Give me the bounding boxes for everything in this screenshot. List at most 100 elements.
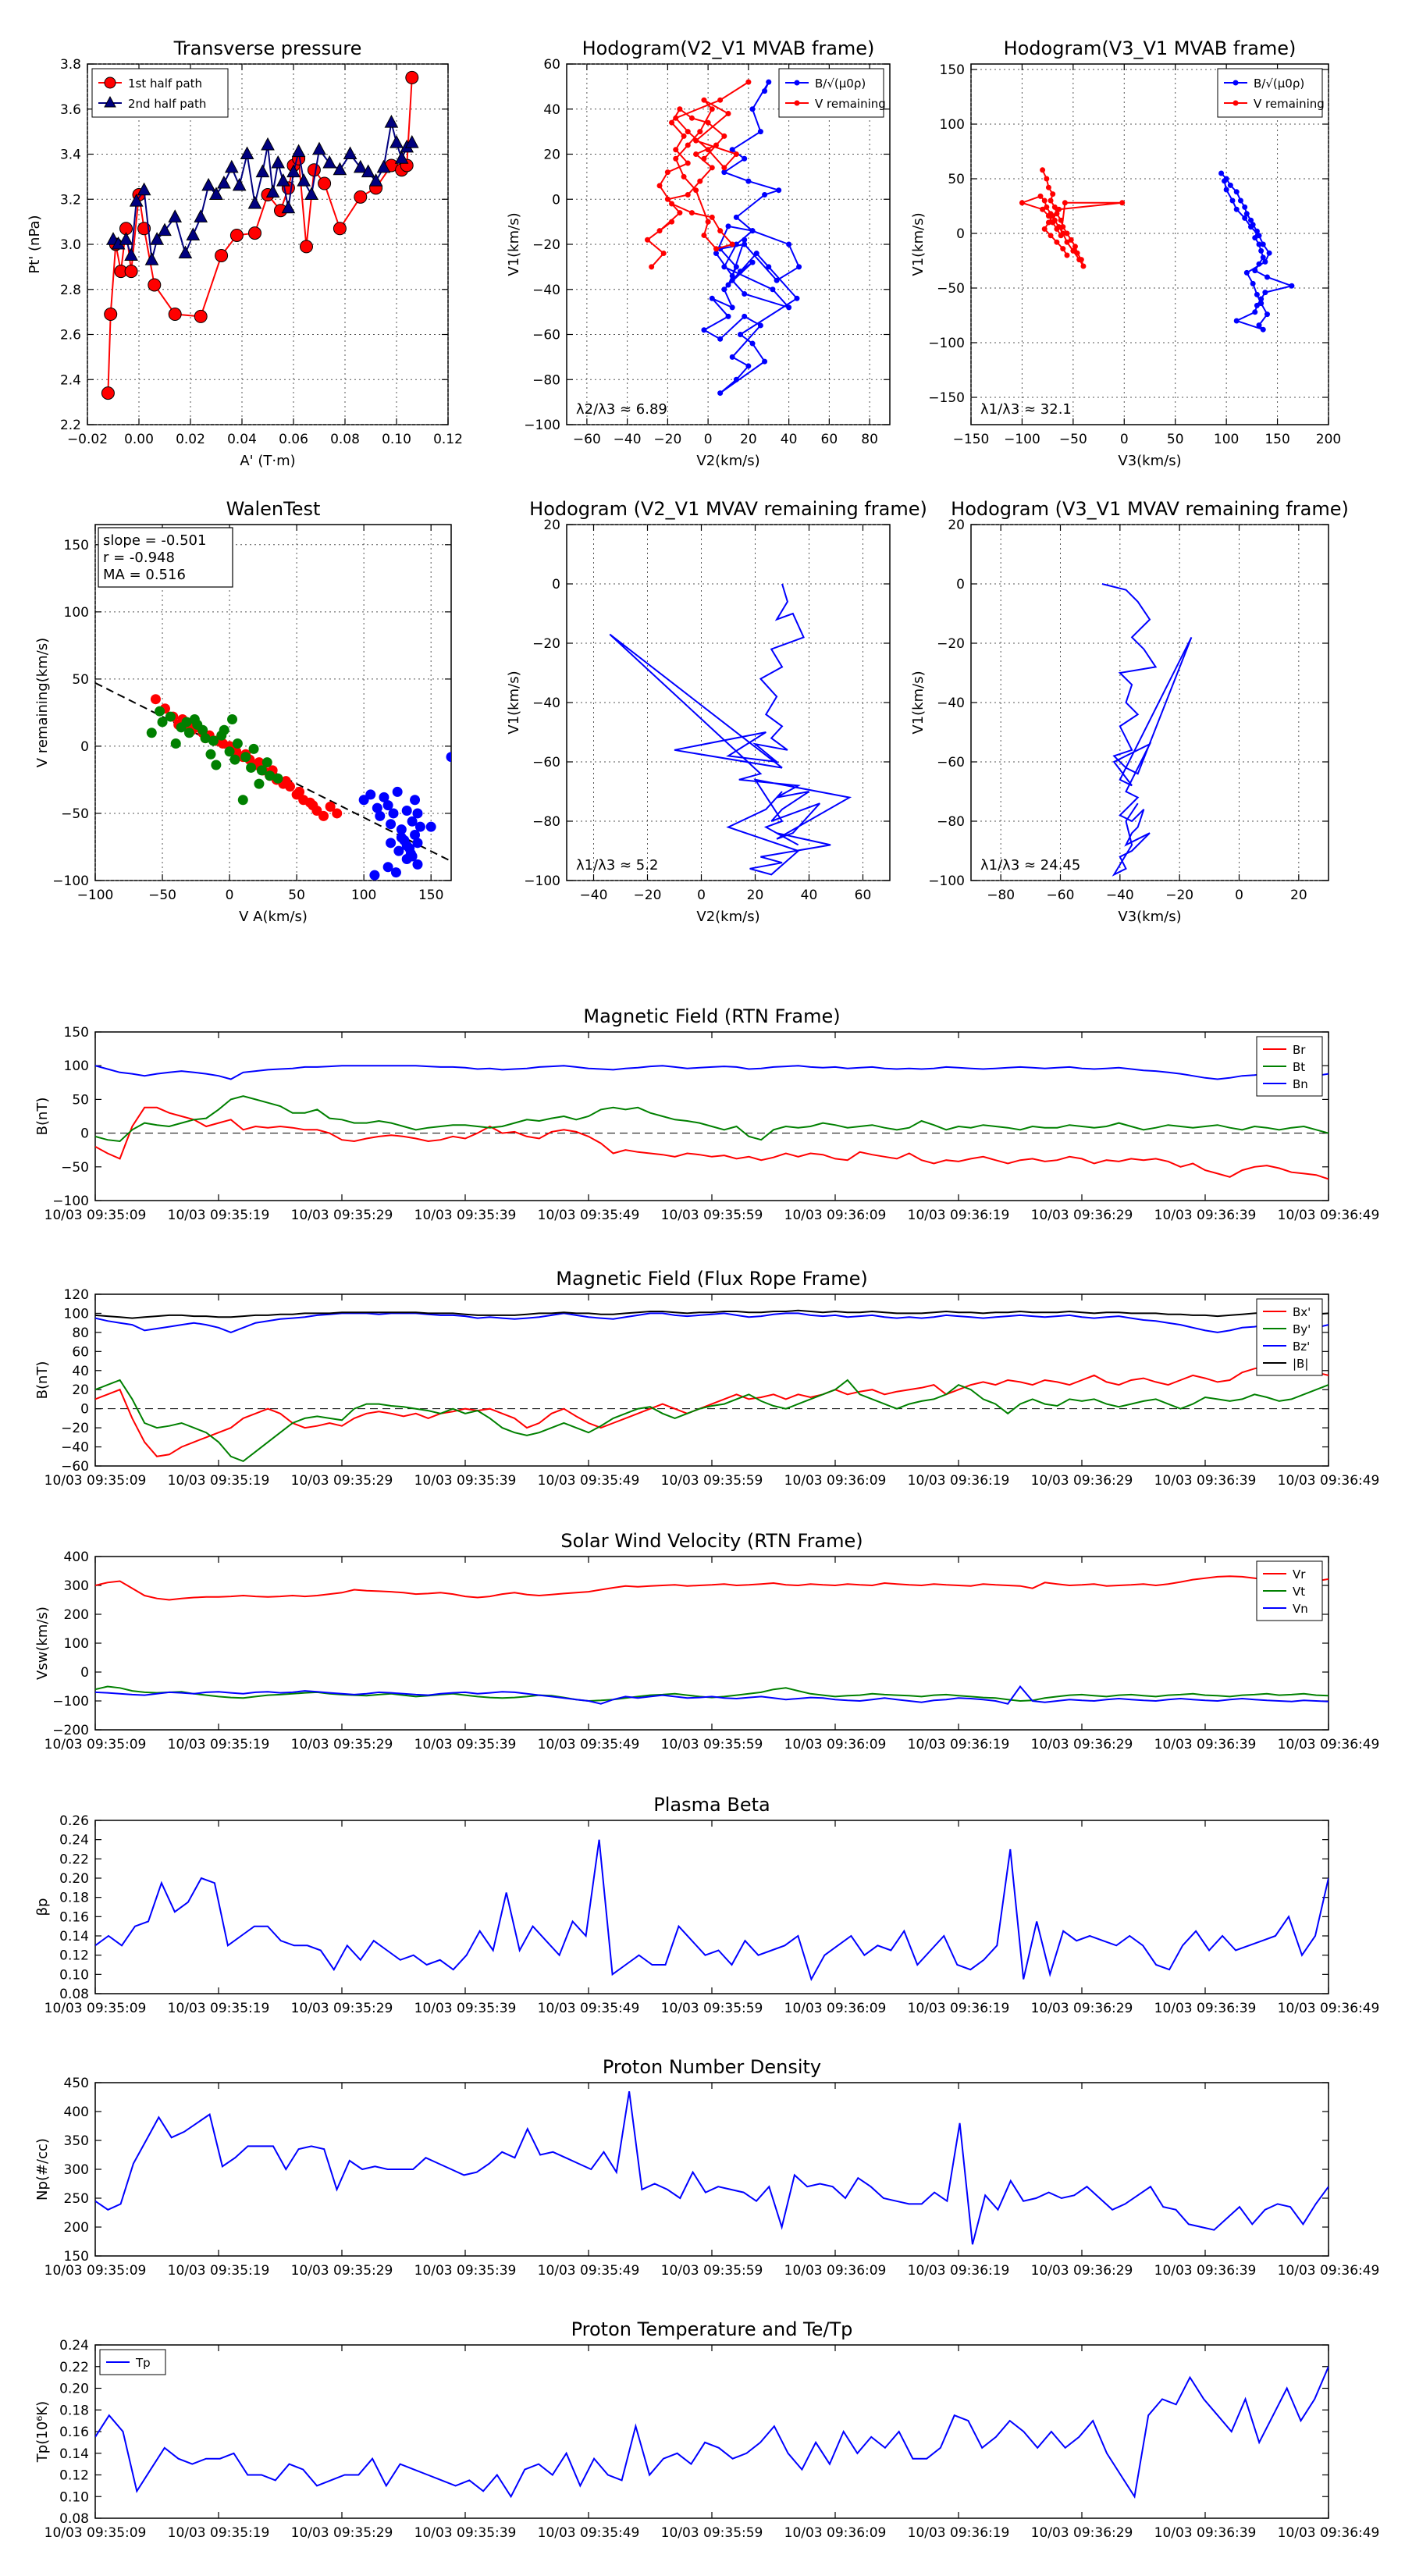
data-point xyxy=(1060,224,1066,230)
legend-marker xyxy=(104,95,116,108)
data-point xyxy=(333,222,347,236)
data-point xyxy=(1264,274,1270,280)
data-point xyxy=(749,228,756,234)
x-tick-label: 10/03 09:35:49 xyxy=(538,2525,640,2541)
y-tick-label: 300 xyxy=(64,1578,89,1594)
data-point xyxy=(1064,230,1070,237)
x-tick-label: 10/03 09:35:29 xyxy=(291,2263,393,2279)
y-tick-label: 0.20 xyxy=(59,1871,89,1887)
data-point xyxy=(412,859,423,870)
y-tick-label: −80 xyxy=(532,814,560,830)
data-point xyxy=(717,228,724,234)
x-tick-label: 10/03 09:35:29 xyxy=(291,1737,393,1752)
data-point xyxy=(129,194,144,207)
data-point xyxy=(291,144,306,158)
x-tick-label: −20 xyxy=(634,888,662,903)
chart-title: Plasma Beta xyxy=(653,1794,770,1816)
y-tick-label: 50 xyxy=(948,172,965,187)
legend-label: Tp xyxy=(135,2356,151,2370)
x-tick-label: 50 xyxy=(288,888,305,903)
y-tick-label: 100 xyxy=(64,1306,89,1322)
y-tick-label: 50 xyxy=(72,1092,89,1108)
data-point xyxy=(1254,291,1260,297)
x-tick-label: −50 xyxy=(148,888,176,903)
y-tick-label: 50 xyxy=(72,672,89,688)
data-point xyxy=(412,838,423,849)
x-tick-label: 10/03 09:35:49 xyxy=(538,2263,640,2279)
y-tick-label: 0.20 xyxy=(59,2382,89,2397)
data-point xyxy=(229,228,244,242)
data-point xyxy=(701,155,707,162)
data-point xyxy=(721,264,727,270)
legend-marker xyxy=(1232,80,1239,86)
y-axis-label: B(nT) xyxy=(34,1098,51,1136)
legend-label: Bx' xyxy=(1293,1305,1311,1319)
data-point xyxy=(361,164,375,178)
x-tick-label: 0 xyxy=(1120,432,1129,447)
data-point xyxy=(318,176,332,190)
chart-beta: Plasma Beta 10/03 09:35:09 10/03 09:35:19 1… xyxy=(34,1794,1379,2016)
data-point xyxy=(261,757,272,768)
x-tick-label: 10/03 09:35:49 xyxy=(538,1208,640,1223)
data-point xyxy=(725,111,731,117)
x-tick-label: −100 xyxy=(77,888,114,903)
plot-frame xyxy=(94,1031,1329,1201)
x-tick-label: 10/03 09:36:39 xyxy=(1154,2001,1257,2016)
data-point xyxy=(705,119,711,126)
x-tick-label: 10/03 09:36:39 xyxy=(1154,1737,1257,1752)
x-tick-label: 10/03 09:36:19 xyxy=(908,1473,1010,1489)
x-tick-label: 10/03 09:35:29 xyxy=(291,2001,393,2016)
series-line-Bx' xyxy=(95,1361,1329,1457)
data-point xyxy=(776,187,782,194)
data-point xyxy=(770,286,776,293)
legend-marker xyxy=(104,76,116,89)
annotation-text: λ2/λ3 ≈ 6.89 xyxy=(576,401,667,418)
x-tick-label: −40 xyxy=(614,432,642,447)
data-point xyxy=(354,190,368,204)
y-tick-label: −60 xyxy=(532,755,560,770)
data-point xyxy=(1058,233,1064,239)
y-tick-label: 20 xyxy=(72,1382,89,1398)
data-point xyxy=(405,70,419,84)
y-tick-label: 0.24 xyxy=(59,2338,89,2354)
data-point xyxy=(725,223,731,229)
data-point xyxy=(713,246,719,252)
data-point xyxy=(1242,204,1248,210)
data-point xyxy=(1040,167,1046,173)
chart-hodo1: Hodogram(V2_V1 MVAB frame) −60 −40 −20 0 20 40… xyxy=(506,37,891,469)
data-point xyxy=(200,733,211,744)
y-axis-label: Pt' (nPa) xyxy=(27,215,43,273)
data-point xyxy=(312,141,326,155)
data-point xyxy=(705,147,711,153)
y-tick-label: 2.8 xyxy=(60,283,81,298)
data-point xyxy=(1256,322,1262,329)
y-tick-label: 20 xyxy=(948,518,965,533)
data-point xyxy=(389,135,404,148)
data-point xyxy=(688,210,695,216)
data-point xyxy=(104,308,118,322)
y-tick-label: −100 xyxy=(524,873,560,889)
data-point xyxy=(669,119,675,126)
x-tick-label: 0.08 xyxy=(330,432,360,447)
data-point xyxy=(1076,257,1083,263)
x-tick-label: −60 xyxy=(573,432,601,447)
x-axis-label: A' (T·m) xyxy=(240,453,295,469)
data-point xyxy=(725,282,731,288)
legend-label: Bt xyxy=(1293,1060,1305,1074)
data-point xyxy=(386,819,397,830)
data-point xyxy=(382,862,393,873)
data-point xyxy=(124,265,138,279)
data-point xyxy=(729,241,735,247)
data-point xyxy=(774,277,780,283)
data-point xyxy=(733,151,739,157)
data-point xyxy=(697,178,703,184)
x-tick-label: 10/03 09:36:09 xyxy=(784,1473,887,1489)
data-point xyxy=(1243,211,1250,217)
data-point xyxy=(742,313,748,319)
chart-bflux: Magnetic Field (Flux Rope Frame) 10/03 09… xyxy=(34,1268,1379,1489)
legend-label: Vr xyxy=(1293,1567,1306,1582)
y-tick-label: −100 xyxy=(52,1694,89,1710)
data-point xyxy=(673,155,679,162)
chart-np: Proton Number Density 10/03 09:35:09 10/03… xyxy=(34,2056,1379,2279)
data-point xyxy=(1051,204,1058,210)
